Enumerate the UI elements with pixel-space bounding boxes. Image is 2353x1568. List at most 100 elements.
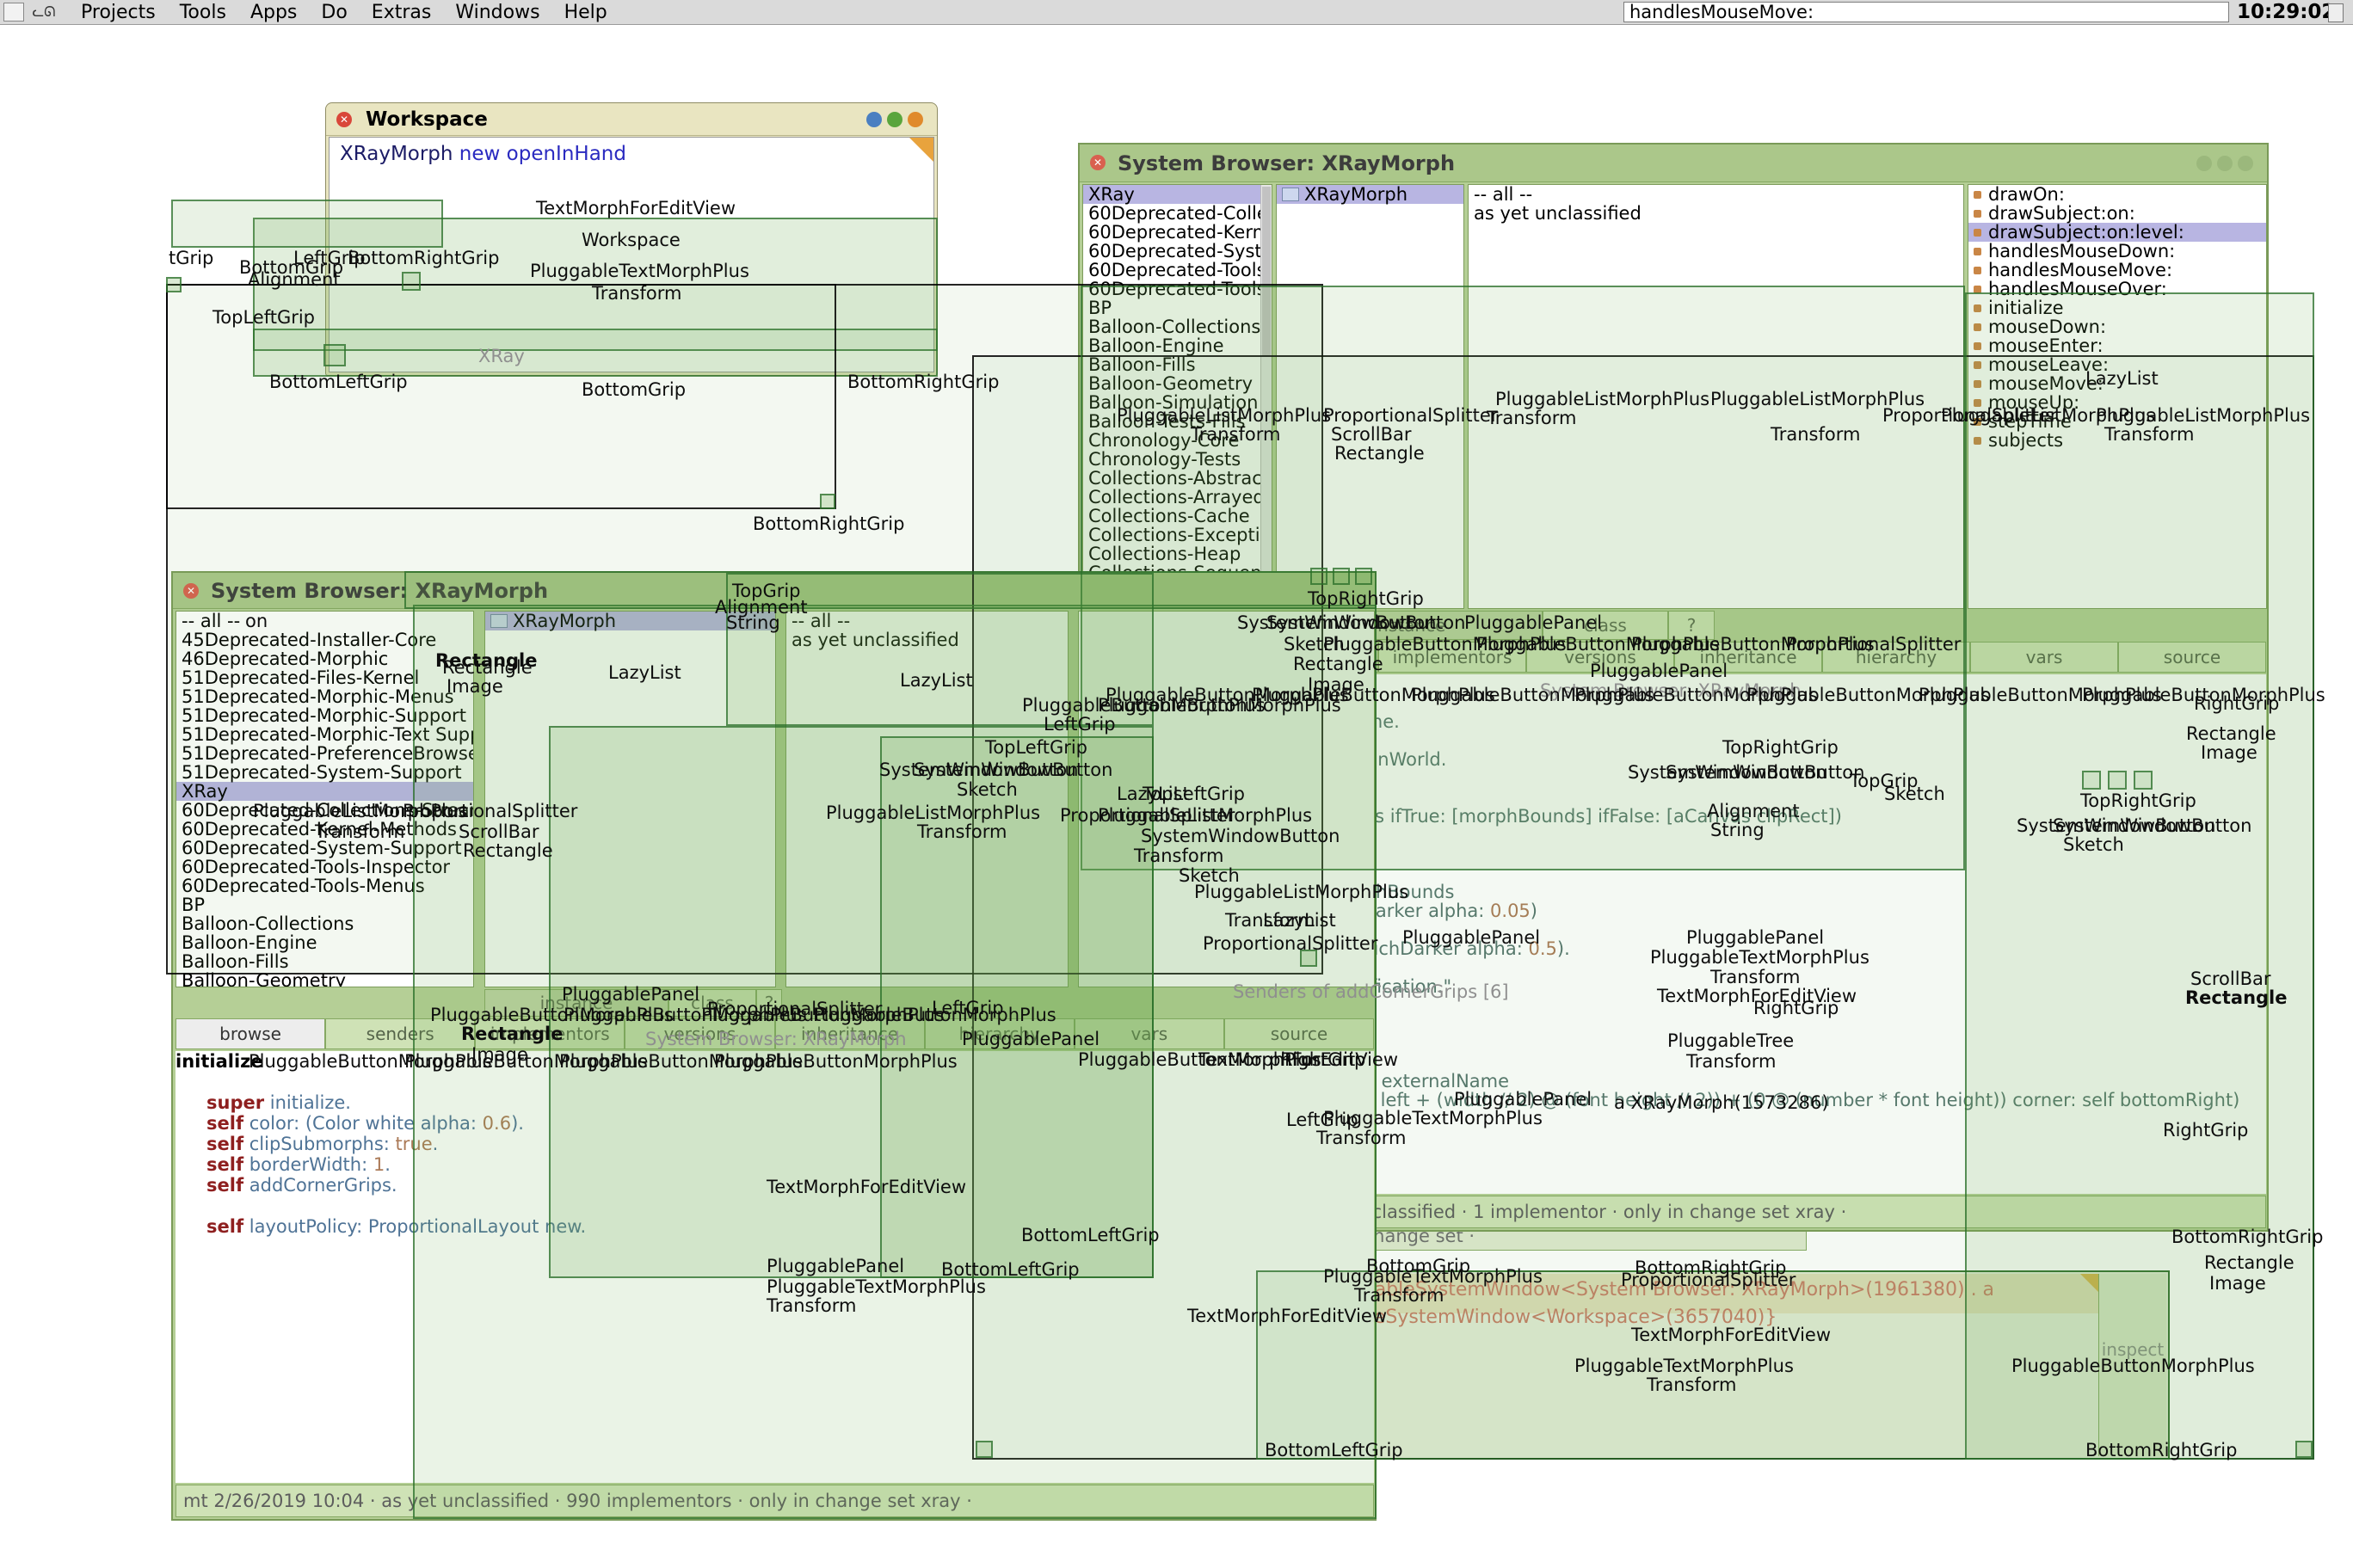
menu-item-extras[interactable]: Extras [371, 1, 432, 23]
package-item[interactable]: Balloon-Collections [182, 913, 354, 934]
method-item[interactable]: mouseUp: [1968, 393, 2266, 412]
package-item[interactable]: 51Deprecated-Morphic-Menus [182, 686, 454, 707]
close-icon[interactable]: ✕ [1090, 155, 1106, 170]
method-item[interactable]: drawSubject:on: [1968, 204, 2266, 223]
method-list-pane[interactable] [1078, 611, 1375, 987]
collapse-icon[interactable] [2238, 156, 2253, 171]
method-item[interactable]: handlesMouseOver: [1968, 280, 2266, 298]
package-item[interactable]: 60Deprecated-Tools-Inspector [182, 857, 451, 877]
versions-button[interactable]: versions [1526, 642, 1674, 673]
package-item[interactable]: 60Deprecated-Collections-Streams [182, 800, 474, 821]
menu-item-windows[interactable]: Windows [455, 1, 540, 23]
class-list-pane[interactable]: XRayMorph [1276, 184, 1464, 609]
package-item[interactable]: -- all -- [182, 611, 241, 631]
package-list-pane[interactable]: XRay60Deprecated-Collections-Stream60Dep… [1082, 184, 1272, 609]
package-list-pane[interactable]: -- all -- 45Deprecated-Installer-Core 46De… [176, 611, 474, 987]
workspace-window[interactable]: ✕ Workspace XRayMorph new openInHand [325, 102, 938, 376]
tab-class[interactable]: class [668, 989, 756, 1017]
workspace-text-pane[interactable]: XRayMorph new openInHand [329, 137, 934, 372]
scrollbar[interactable] [1260, 185, 1272, 608]
package-item[interactable]: Balloon-Geometry [1088, 373, 1253, 394]
package-item[interactable]: 60Deprecated-Kernel-Methods [1088, 222, 1272, 243]
package-item[interactable]: Balloon-Collections [1088, 317, 1261, 337]
senders-button[interactable]: senders [325, 1018, 476, 1049]
method-item[interactable]: handlesMouseDown: [1968, 242, 2266, 261]
package-item[interactable]: 60Deprecated-System-Support [1088, 241, 1272, 261]
menu-item-apps[interactable]: Apps [249, 1, 298, 23]
package-item[interactable]: Collections-Exceptions [1088, 525, 1272, 545]
package-item[interactable]: Balloon-Engine [1088, 335, 1224, 356]
package-item[interactable]: Collections-Cache [1088, 506, 1250, 526]
package-item[interactable]: 60Deprecated-Tools-Inspector [1088, 260, 1272, 280]
vars-button[interactable]: vars [1074, 1018, 1224, 1049]
vars-button[interactable]: vars [1970, 642, 2118, 673]
expand-icon[interactable] [2217, 156, 2233, 171]
method-item[interactable]: mouseDown: [1968, 317, 2266, 336]
package-item[interactable]: Balloon-Tests-Fills [1088, 411, 1246, 432]
class-item[interactable]: XRayMorph [485, 612, 775, 630]
package-item[interactable]: Collections-Abstract [1088, 468, 1270, 489]
close-icon[interactable]: ✕ [183, 583, 199, 599]
package-item[interactable]: 60Deprecated-System-Support [182, 838, 462, 858]
inspect-button[interactable]: inspect [2101, 1339, 2165, 1360]
menu-item-help[interactable]: Help [564, 1, 607, 23]
menu-window-icon[interactable] [2196, 156, 2212, 171]
browser-titlebar[interactable]: ✕ System Browser: XRayMorph [1080, 145, 2267, 182]
menu-window-icon[interactable] [866, 112, 882, 127]
expand-icon[interactable] [887, 112, 902, 127]
squeak-mouse-logo-icon[interactable]: ᓚᘏ [32, 3, 56, 20]
method-item[interactable]: drawSubject:on:level: [1968, 223, 2266, 242]
package-item[interactable]: 51Deprecated-System-Support [182, 762, 462, 783]
versions-button[interactable]: versions [625, 1018, 775, 1049]
window-list-icon[interactable] [3, 3, 24, 22]
method-list-pane[interactable]: drawOn: drawSubject:on: drawSubject:on:lev… [1968, 184, 2267, 609]
protocol-item[interactable]: as yet unclassified [792, 630, 959, 650]
source-button[interactable]: source [1223, 1018, 1374, 1049]
method-item[interactable]: handlesMouseMove: [1968, 261, 2266, 280]
package-item[interactable]: 60Deprecated-Tools-Menus [182, 876, 425, 896]
package-item[interactable]: 60Deprecated-Tools-Menus [1088, 279, 1272, 299]
package-item[interactable]: Chronology-Tests [1088, 449, 1241, 470]
collapse-icon[interactable] [908, 112, 923, 127]
hierarchy-button[interactable]: hierarchy [924, 1018, 1075, 1049]
source-button[interactable]: source [2118, 642, 2266, 673]
hierarchy-button[interactable]: hierarchy [1822, 642, 1970, 673]
implementors-button[interactable]: implementors [1378, 642, 1526, 673]
method-item[interactable]: stepTime [1968, 412, 2266, 431]
package-item[interactable]: 60Deprecated-Kernel-Methods [182, 819, 457, 839]
menu-item-do[interactable]: Do [321, 1, 348, 23]
workspace-code[interactable]: XRayMorph new openInHand [340, 143, 626, 165]
package-item[interactable]: Balloon-Fills [182, 951, 289, 972]
protocol-item[interactable]: as yet unclassified [1474, 203, 1642, 224]
inheritance-button[interactable]: inheritance [774, 1018, 925, 1049]
class-item[interactable]: XRayMorph [1277, 185, 1463, 204]
protocol-list-pane[interactable]: -- all -- as yet unclassified [785, 611, 1069, 987]
package-item[interactable]: 51Deprecated-Morphic-Text Suppo [182, 724, 474, 745]
package-item[interactable]: Balloon-Geometry [182, 970, 347, 987]
tab-query[interactable]: ? [756, 989, 782, 1017]
workspace-titlebar[interactable]: ✕ Workspace [326, 103, 937, 136]
package-item[interactable]: Balloon-Engine [182, 932, 317, 953]
package-item[interactable]: XRay [1083, 185, 1272, 204]
fold-corner-icon[interactable] [909, 138, 933, 162]
search-input[interactable] [1623, 2, 2229, 22]
inheritance-button[interactable]: inheritance [1674, 642, 1822, 673]
method-item[interactable]: drawOn: [1968, 185, 2266, 204]
package-item[interactable]: 45Deprecated-Installer-Core [182, 630, 437, 650]
package-item[interactable]: BP [182, 895, 206, 915]
package-item[interactable]: Balloon-Fills [1088, 354, 1196, 375]
inspector-selected-row[interactable] [1260, 1274, 2099, 1313]
tab-class[interactable]: class [1543, 611, 1668, 640]
menu-item-tools[interactable]: Tools [179, 1, 226, 23]
close-icon[interactable]: ✕ [336, 112, 352, 127]
browse-button[interactable]: browse [176, 1018, 326, 1049]
method-item[interactable]: mouseMove: [1968, 374, 2266, 393]
package-item[interactable]: Balloon-Simulation [1088, 392, 1259, 413]
package-item[interactable]: 60Deprecated-Collections-Stream [1088, 203, 1272, 224]
package-item[interactable]: 51Deprecated-PreferenceBrowser [182, 743, 474, 764]
method-item[interactable]: subjects [1968, 431, 2266, 450]
code-pane[interactable]: initialize super initialize. self color: … [176, 1051, 1374, 1483]
tab-instance[interactable]: instance [484, 989, 668, 1017]
tab-query[interactable]: ? [1668, 611, 1715, 640]
browser-titlebar[interactable]: ✕ System Browser: XRayMorph [173, 573, 1375, 609]
